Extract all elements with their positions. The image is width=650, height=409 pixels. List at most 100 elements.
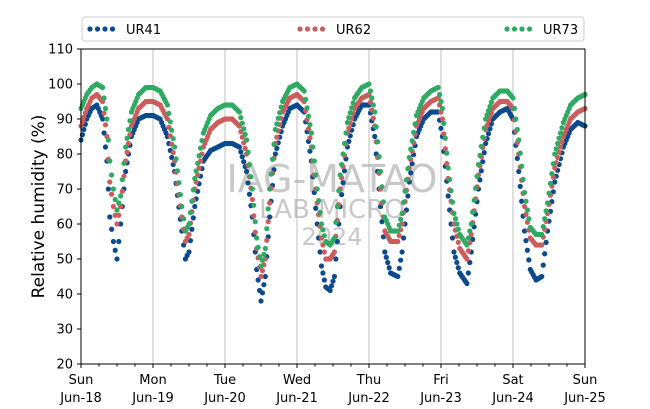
data-point: [375, 139, 381, 145]
data-point: [251, 213, 257, 219]
data-point: [123, 168, 129, 175]
data-point: [328, 283, 335, 289]
y-tick-label: 100: [48, 78, 73, 93]
data-point: [370, 102, 376, 108]
data-point: [331, 273, 338, 280]
data-point: [445, 193, 451, 199]
legend-marker: [297, 26, 303, 32]
data-point: [517, 183, 523, 189]
data-point: [256, 254, 263, 260]
data-point: [101, 110, 107, 116]
data-point: [100, 84, 106, 91]
data-point: [251, 202, 257, 208]
data-point: [321, 233, 327, 239]
data-point: [123, 144, 129, 150]
data-point: [275, 115, 281, 121]
data-point: [441, 120, 447, 126]
y-tick-label: 70: [56, 183, 73, 198]
legend-marker: [87, 26, 93, 32]
data-point: [465, 248, 471, 254]
legend-label: UR62: [336, 23, 371, 38]
data-point: [409, 161, 415, 167]
x-tick-label-date: Jun-22: [347, 391, 390, 406]
data-point: [82, 110, 88, 116]
data-point: [190, 187, 196, 193]
data-point: [516, 137, 522, 143]
data-point: [513, 116, 519, 122]
data-point: [367, 88, 374, 94]
data-point: [110, 203, 116, 210]
data-point: [186, 221, 192, 227]
y-tick-label: 20: [56, 358, 73, 373]
data-point: [447, 176, 453, 182]
data-point: [477, 152, 483, 158]
data-point: [127, 132, 133, 138]
data-point: [481, 150, 487, 156]
data-point: [408, 170, 414, 176]
data-point: [262, 245, 268, 252]
legend-marker: [312, 26, 318, 32]
x-axis: Sun Jun-18 Mon Jun-19 Tue Jun-20 Wed Jun-21 Thu J…: [59, 364, 606, 406]
data-point: [265, 219, 271, 225]
x-tick-label-day: Sun: [573, 373, 598, 388]
x-tick-label-day: Mon: [139, 373, 166, 388]
data-point: [382, 249, 388, 255]
data-point: [442, 146, 448, 152]
data-point: [488, 99, 494, 105]
data-point: [271, 141, 277, 147]
data-point: [383, 254, 389, 260]
data-point: [272, 126, 278, 133]
data-point: [395, 273, 401, 280]
data-point: [435, 84, 441, 91]
data-point: [485, 131, 492, 137]
data-point: [341, 168, 348, 174]
data-point: [321, 249, 327, 255]
x-tick-label-date: Jun-21: [275, 391, 318, 406]
y-tick-label: 50: [56, 253, 73, 268]
data-point: [170, 150, 176, 156]
data-point: [264, 226, 270, 232]
data-point: [166, 110, 172, 116]
data-point: [192, 175, 198, 182]
data-point: [478, 143, 484, 149]
data-point: [341, 140, 348, 147]
x-tick-label-date: Jun-24: [491, 391, 534, 406]
data-point: [337, 172, 343, 178]
data-point: [475, 161, 482, 168]
data-point: [553, 146, 559, 152]
data-point: [239, 154, 245, 160]
x-tick-label-day: Sat: [502, 373, 523, 388]
data-point: [344, 119, 350, 126]
data-point: [379, 184, 385, 190]
data-point: [197, 145, 204, 151]
data-point: [556, 135, 562, 141]
data-point: [399, 210, 405, 217]
data-point: [102, 105, 109, 112]
data-point: [330, 278, 336, 284]
data-point: [116, 212, 122, 218]
data-point: [439, 105, 446, 112]
data-point: [412, 121, 418, 127]
data-point: [521, 203, 528, 210]
data-point: [444, 161, 450, 167]
legend-marker: [102, 26, 108, 32]
watermark-line: IAG-MATAO: [226, 157, 437, 201]
data-point: [445, 165, 451, 171]
y-axis-label: Relative humidity (%): [29, 115, 49, 299]
data-point: [399, 249, 405, 255]
data-point: [311, 158, 317, 164]
data-point: [274, 134, 280, 140]
data-point: [455, 226, 461, 232]
data-point: [195, 172, 201, 178]
data-point: [403, 177, 410, 183]
data-point: [336, 188, 342, 194]
data-point: [170, 136, 176, 142]
legend-entry-UR62: UR62: [297, 23, 371, 38]
data-point: [264, 237, 270, 243]
data-point: [238, 149, 244, 155]
data-point: [303, 96, 309, 102]
data-point: [396, 222, 402, 228]
data-point: [110, 238, 116, 245]
legend-box: [81, 16, 585, 42]
